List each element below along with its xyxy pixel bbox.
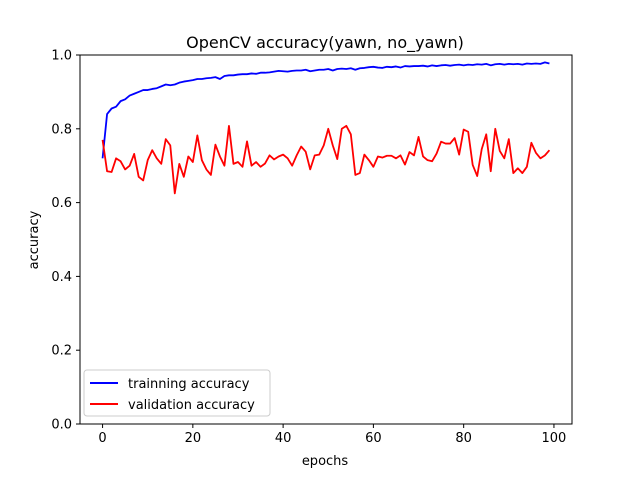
legend-box (83, 369, 271, 417)
y-tick-label: 0.4 (51, 270, 72, 285)
x-tick-label: 20 (185, 431, 202, 446)
x-tick-label: 60 (365, 431, 382, 446)
x-axis-label: epochs (302, 454, 349, 469)
y-axis-label: accuracy (27, 210, 42, 269)
x-tick-label: 80 (455, 431, 472, 446)
y-axis-ticks: 0.0 0.2 0.4 0.6 0.8 1.0 (51, 49, 80, 433)
x-tick-label: 0 (98, 431, 106, 446)
validation-accuracy-line (101, 124, 551, 195)
training-accuracy-line (101, 61, 550, 159)
axes-frame (79, 54, 573, 425)
legend-label-training: trainning accuracy (128, 377, 250, 392)
legend-label-validation: validation accuracy (128, 398, 255, 413)
y-tick-label: 1.0 (51, 49, 72, 64)
x-tick-label: 100 (542, 431, 567, 446)
y-tick-label: 0.2 (51, 344, 72, 359)
legend: trainning accuracy validation accuracy (83, 369, 271, 417)
y-tick-label: 0.6 (51, 196, 72, 211)
y-tick-label: 0.8 (51, 122, 72, 137)
x-axis-ticks: 0 20 40 60 80 100 (98, 424, 566, 446)
plot-layer (101, 61, 551, 195)
y-tick-label: 0.0 (51, 418, 72, 433)
chart-title: OpenCV accuracy(yawn, no_yawn) (186, 33, 464, 53)
x-tick-label: 40 (275, 431, 292, 446)
